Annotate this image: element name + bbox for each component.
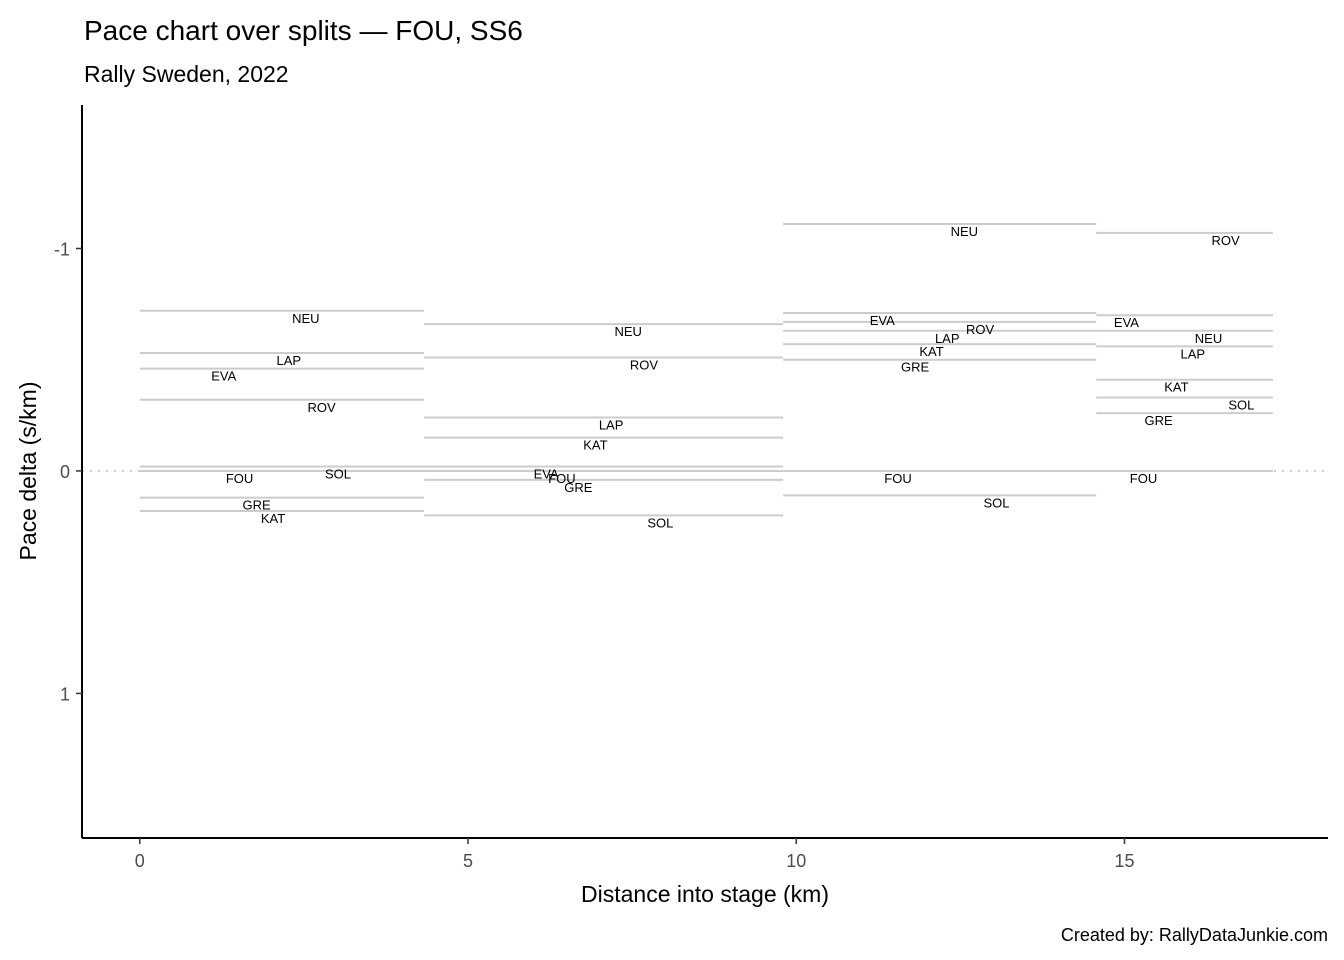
- driver-label: ROV: [966, 322, 995, 337]
- driver-label: EVA: [534, 466, 559, 481]
- x-tick-label: 5: [463, 851, 473, 871]
- driver-label: FOU: [884, 471, 911, 486]
- x-axis-ticks: 0 5 10 15: [135, 838, 1135, 871]
- driver-label: SOL: [1228, 398, 1254, 413]
- driver-label: KAT: [919, 344, 943, 359]
- driver-label: NEU: [292, 311, 319, 326]
- x-tick-label: 10: [786, 851, 806, 871]
- driver-label: ROV: [1212, 233, 1241, 248]
- y-axis-title: Pace delta (s/km): [15, 382, 41, 561]
- driver-label: SOL: [325, 466, 351, 481]
- driver-label: ROV: [630, 357, 659, 372]
- y-tick-label: -1: [54, 239, 70, 259]
- driver-label: FOU: [1130, 471, 1157, 486]
- driver-label: NEU: [951, 224, 978, 239]
- driver-label: EVA: [211, 369, 236, 384]
- driver-label: KAT: [261, 511, 285, 526]
- y-axis-ticks: -1 0 1: [54, 239, 82, 704]
- driver-label: SOL: [983, 495, 1009, 510]
- chart-subtitle: Rally Sweden, 2022: [84, 61, 289, 87]
- driver-label: LAP: [599, 418, 624, 433]
- x-tick-label: 0: [135, 851, 145, 871]
- driver-label: EVA: [1114, 315, 1139, 330]
- driver-label: FOU: [548, 471, 575, 486]
- driver-label: GRE: [1145, 413, 1174, 428]
- driver-label: NEU: [1195, 331, 1222, 346]
- driver-label: ROV: [308, 400, 337, 415]
- y-tick-label: 0: [60, 462, 70, 482]
- driver-label: LAP: [935, 331, 960, 346]
- driver-label: LAP: [277, 353, 302, 368]
- driver-label: SOL: [647, 515, 673, 530]
- chart-caption: Created by: RallyDataJunkie.com: [1061, 925, 1328, 945]
- chart-title: Pace chart over splits — FOU, SS6: [84, 15, 523, 46]
- driver-label: EVA: [870, 313, 895, 328]
- driver-label: LAP: [1180, 346, 1205, 361]
- plot-area: NEULAPEVAROVSOLFOUGREKATNEUROVLAPKATEVAF…: [82, 223, 1328, 530]
- x-tick-label: 15: [1114, 851, 1134, 871]
- driver-label: GRE: [243, 498, 272, 513]
- driver-label: FOU: [226, 471, 253, 486]
- driver-label: GRE: [901, 360, 930, 375]
- driver-label: KAT: [583, 438, 607, 453]
- x-axis-title: Distance into stage (km): [581, 881, 829, 907]
- driver-label: KAT: [1164, 380, 1188, 395]
- driver-label: NEU: [614, 324, 641, 339]
- driver-label: GRE: [564, 480, 593, 495]
- y-tick-label: 1: [60, 684, 70, 704]
